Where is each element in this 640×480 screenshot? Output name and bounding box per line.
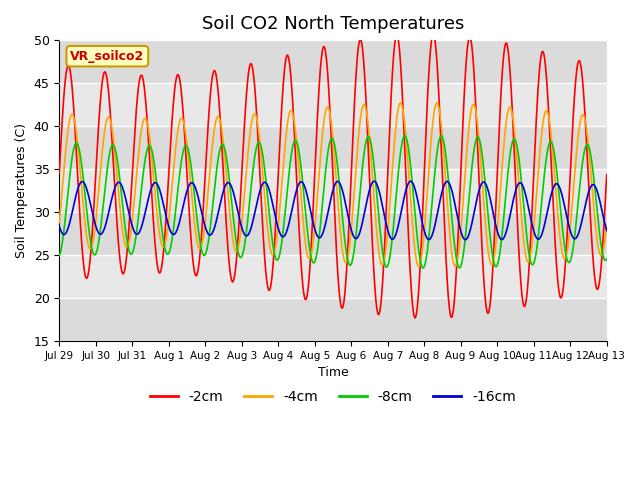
Bar [60,83,607,126]
Bar [60,298,607,341]
Text: VR_soilco2: VR_soilco2 [70,49,145,63]
Bar [60,169,607,212]
X-axis label: Time: Time [317,366,348,379]
Legend: -2cm, -4cm, -8cm, -16cm: -2cm, -4cm, -8cm, -16cm [144,384,522,409]
Bar [60,40,607,83]
Title: Soil CO2 North Temperatures: Soil CO2 North Temperatures [202,15,464,33]
Y-axis label: Soil Temperatures (C): Soil Temperatures (C) [15,123,28,258]
Bar [60,212,607,255]
Bar [60,126,607,169]
Bar [60,255,607,298]
